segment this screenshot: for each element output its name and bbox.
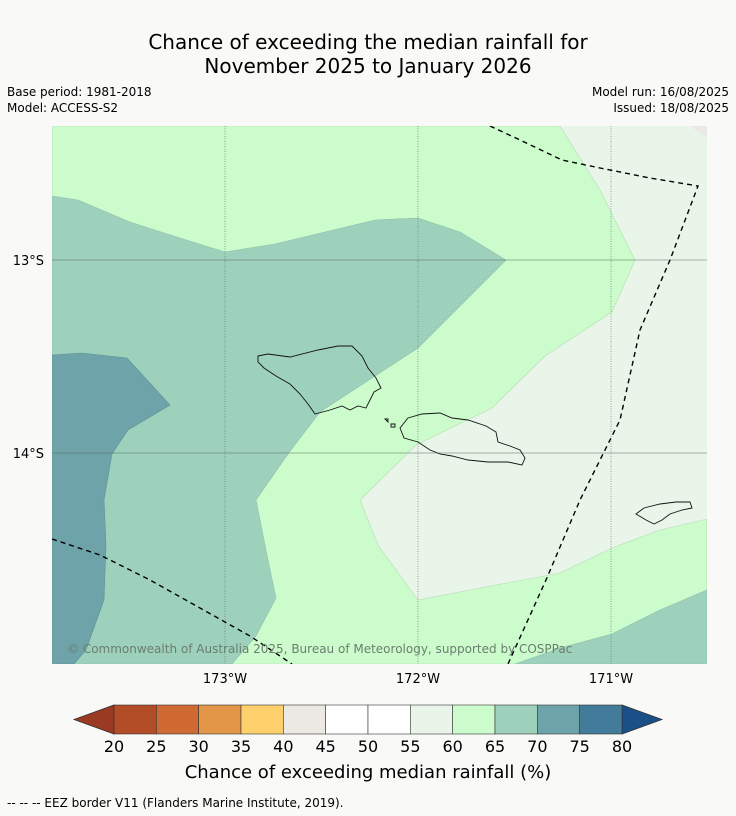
map-area: © Commonwealth of Australia 2025, Bureau…: [52, 126, 707, 664]
tutuila-island: [635, 501, 693, 525]
colorbar-tick-label: 20: [104, 737, 124, 756]
upolu-island: [399, 412, 526, 466]
colorbar-swatch: [537, 704, 580, 735]
islands: [257, 345, 693, 525]
title-line-1: Chance of exceeding the median rainfall …: [148, 30, 588, 54]
copyright-notice: © Commonwealth of Australia 2025, Bureau…: [67, 642, 572, 656]
colorbar-swatch: [325, 704, 369, 735]
meta-right: Model run: 16/08/2025 Issued: 18/08/2025: [592, 84, 729, 116]
colorbar-tick-label: 45: [315, 737, 335, 756]
colorbar-swatch: [113, 704, 157, 735]
lon-label-172w: 172°W: [396, 672, 440, 687]
savaii-island: [257, 345, 382, 415]
model-run: Model run: 16/08/2025: [591, 85, 729, 99]
eez-border: [52, 126, 699, 664]
region-65-70-se: [514, 589, 707, 664]
colorbar-tick-label: 75: [569, 737, 589, 756]
colorbar-swatch: [579, 704, 623, 735]
colorbar-tick-label: 80: [612, 737, 632, 756]
colorbar-tick-label: 35: [231, 737, 251, 756]
colorbar-swatch: [410, 704, 453, 735]
colorbar-tick-label: 60: [442, 737, 462, 756]
colorbar-swatch: [283, 704, 326, 735]
eez-footnote: -- -- -- EEZ border V11 (Flanders Marine…: [7, 796, 344, 810]
eez-border-southwest: [52, 538, 293, 664]
colorbar-tick-label: 65: [485, 737, 505, 756]
issued-date: Issued: 18/08/2025: [613, 101, 729, 115]
map-title: Chance of exceeding the median rainfall …: [0, 30, 736, 78]
region-40-45: [690, 126, 707, 138]
colorbar-tick-label: 40: [273, 737, 293, 756]
base-period: Base period: 1981-2018: [7, 85, 152, 99]
region-65-70: [52, 195, 507, 664]
colorbar-tick-label: 70: [527, 737, 547, 756]
graticule: [52, 126, 707, 664]
lat-label-13s: 13°S: [13, 254, 44, 269]
lat-label-14s: 14°S: [13, 447, 44, 462]
colorbar-under-arrow: [72, 704, 115, 735]
manono-island: [383, 418, 389, 424]
apolima-island: [390, 423, 396, 428]
title-line-2: November 2025 to January 2026: [204, 54, 532, 78]
colorbar-swatch: [156, 704, 199, 735]
lon-label-173w: 173°W: [203, 672, 247, 687]
model-name: Model: ACCESS-S2: [7, 101, 119, 115]
region-70-75: [52, 352, 171, 664]
colorbar-swatch: [367, 704, 411, 735]
colorbar-tick-label: 55: [400, 737, 420, 756]
colorbar-over-arrow: [621, 704, 664, 735]
colorbar: 20 25 30 35 40 45 50 55 60 65 70 75 80: [72, 704, 664, 756]
colorbar-tick-label: 25: [146, 737, 166, 756]
colorbar-swatch: [452, 704, 496, 735]
colorbar-title: Chance of exceeding median rainfall (%): [185, 762, 552, 783]
eez-border-north: [489, 126, 699, 664]
colorbar-swatch: [198, 704, 242, 735]
colorbar-tick-label: 30: [188, 737, 208, 756]
colorbar-swatch: [240, 704, 284, 735]
lon-label-171w: 171°W: [589, 672, 633, 687]
colorbar-swatch: [494, 704, 538, 735]
meta-left: Base period: 1981-2018 Model: ACCESS-S2: [7, 84, 152, 116]
colorbar-tick-label: 50: [358, 737, 378, 756]
